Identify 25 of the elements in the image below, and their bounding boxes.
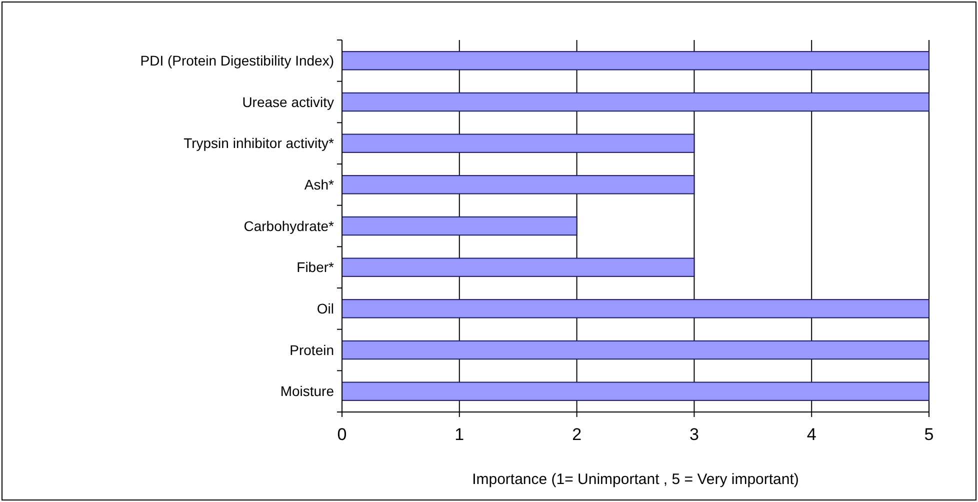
y-tick-label: Trypsin inhibitor activity* — [184, 135, 335, 152]
bar — [342, 258, 695, 277]
y-tick-label: Ash* — [304, 176, 335, 193]
x-axis-title: Importance (1= Unimportant , 5 = Very important) — [472, 471, 799, 488]
bar — [342, 216, 578, 236]
bar — [342, 92, 930, 112]
x-tick-label: 3 — [689, 425, 699, 444]
x-tick-label: 2 — [572, 425, 582, 444]
bar — [342, 382, 930, 401]
y-tick-label: Protein — [290, 342, 334, 358]
bar — [342, 299, 930, 318]
y-tick-label: Carbohydrate* — [244, 218, 335, 234]
y-tick-label: Oil — [316, 300, 334, 317]
y-tick-label: Moisture — [280, 383, 334, 400]
bar — [342, 175, 695, 194]
y-tick-label: Urease activity — [242, 94, 334, 110]
x-tick-label: 0 — [337, 425, 347, 444]
bar — [342, 51, 930, 70]
x-tick-label: 4 — [806, 425, 816, 444]
x-tick-label: 5 — [924, 425, 934, 444]
y-tick-label: Fiber* — [296, 259, 335, 276]
y-tick-label: PDI (Protein Digestibility Index) — [140, 52, 334, 69]
bar — [342, 340, 930, 360]
bar — [342, 134, 695, 153]
x-tick-label: 1 — [454, 425, 464, 444]
